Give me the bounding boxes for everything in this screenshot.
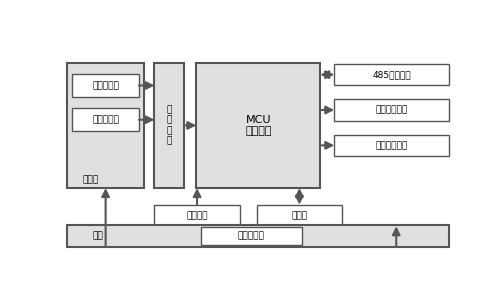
- Bar: [201, 227, 302, 245]
- Text: 485接口电路: 485接口电路: [372, 70, 411, 79]
- Bar: [72, 74, 139, 97]
- Bar: [334, 99, 449, 121]
- Text: 电机控制电路: 电机控制电路: [375, 141, 408, 150]
- Bar: [196, 63, 321, 188]
- Text: 实时时钟: 实时时钟: [186, 211, 208, 220]
- Text: 电源: 电源: [93, 231, 103, 241]
- Bar: [72, 108, 139, 131]
- Bar: [334, 135, 449, 156]
- Bar: [154, 63, 184, 188]
- Text: 传感器: 传感器: [82, 175, 98, 184]
- Bar: [154, 205, 240, 226]
- Text: 电源管理电路: 电源管理电路: [375, 105, 408, 115]
- Bar: [67, 63, 144, 188]
- Text: 温度传感器: 温度传感器: [92, 115, 119, 124]
- Text: 压力传感器: 压力传感器: [92, 81, 119, 90]
- Text: 存储器: 存储器: [291, 211, 307, 220]
- Bar: [334, 64, 449, 86]
- Text: MCU
主控芯片: MCU 主控芯片: [245, 115, 272, 136]
- Text: 信
号
调
理: 信 号 调 理: [166, 105, 172, 146]
- Text: 耐高温电池: 耐高温电池: [238, 231, 265, 241]
- Bar: [67, 225, 449, 247]
- Bar: [257, 205, 342, 226]
